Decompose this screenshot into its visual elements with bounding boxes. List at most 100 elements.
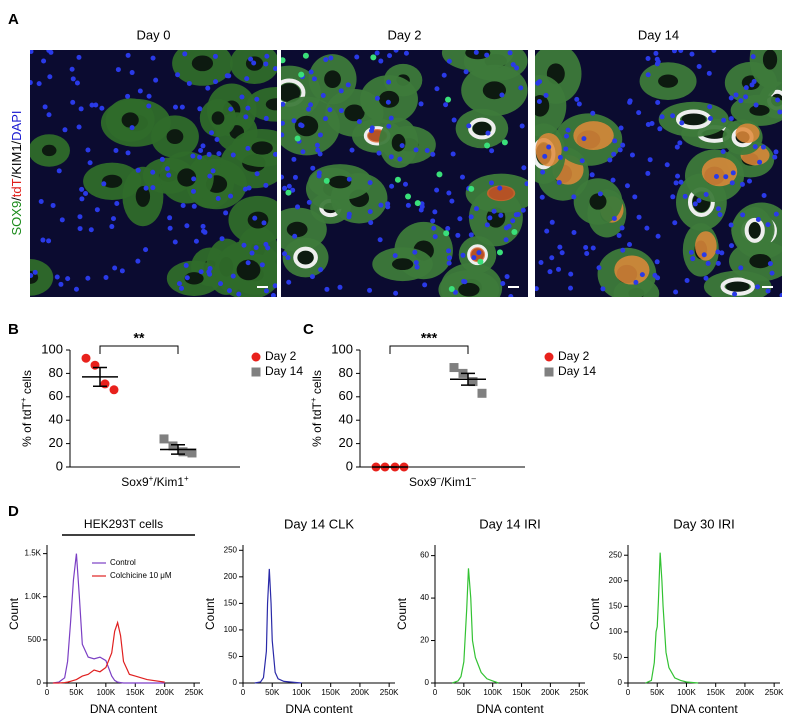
legend-label: Day 2 [558,349,590,363]
nucleus [624,183,630,189]
nucleus [451,117,457,123]
point [187,448,197,458]
nucleus [368,220,374,226]
tubule [246,87,277,122]
sox9-nucleus [298,71,305,78]
y-tick-label: 0 [425,678,430,687]
x-tick-label: 200K [736,688,755,697]
nucleus [610,177,616,183]
nucleus [311,76,317,82]
nucleus [186,80,192,86]
nucleus [176,281,182,287]
nucleus [135,258,141,264]
x-axis-label-part: /Kim1 [153,475,184,489]
nucleus [571,194,577,200]
lumen [465,50,491,60]
nucleus [292,174,298,180]
nucleus [506,223,512,229]
stain-label-part: SOX9 [9,201,24,236]
nucleus [729,180,735,186]
nucleus [535,286,539,292]
x-axis-label-part: Sox9 [409,475,437,489]
nucleus [150,185,156,191]
nucleus [664,162,670,168]
lumen [749,253,772,269]
sox9-nucleus [484,142,491,149]
nucleus [58,281,64,287]
y-tick-label: 60 [49,388,63,403]
nucleus [538,260,544,266]
nucleus [484,222,490,228]
nucleus [518,85,524,91]
nucleus [251,60,257,66]
nucleus [499,92,505,98]
error-bar [461,372,475,386]
lumen [265,98,277,111]
nucleus [721,117,727,123]
nucleus [378,58,384,64]
nucleus [369,128,375,134]
nucleus [755,216,761,222]
nucleus [559,250,565,256]
y-tick-label: 0 [56,458,63,473]
sox9-nucleus [285,189,292,196]
nucleus [113,148,119,154]
nucleus [65,276,71,282]
nucleus [579,158,585,164]
nucleus [773,149,779,155]
nucleus [556,266,562,272]
nucleus [263,115,269,121]
y-tick-label: 0 [37,678,42,687]
x-tick-label: 100K [292,688,311,697]
x-tick-label: 50K [650,688,665,697]
nucleus [167,225,173,231]
nucleus [672,220,678,226]
nucleus [743,85,749,91]
point [109,385,119,395]
nucleus [167,215,173,221]
nucleus [510,218,516,224]
lumen [658,74,679,88]
nucleus [414,264,420,270]
legend-marker [251,352,261,362]
kim1-ring [293,246,318,269]
nucleus [377,237,383,243]
sox9-nucleus [445,96,452,103]
nucleus [413,147,419,153]
nucleus [172,104,178,110]
nucleus [308,69,314,75]
x-axis-label: DNA content [90,702,158,716]
nucleus [677,140,683,146]
y-tick-label: 0 [618,678,623,687]
histogram-line [52,620,165,684]
nucleus [159,156,165,162]
legend-marker [544,367,554,377]
nucleus [654,61,660,67]
nucleus [728,116,734,122]
nucleus [607,157,613,163]
y-tick-label: 100 [41,341,63,356]
y-axis-label: Count [588,597,602,630]
nucleus [590,245,596,251]
nucleus [183,262,189,268]
nucleus [50,202,56,208]
nucleus [207,173,213,179]
sox9-nucleus [394,176,401,183]
nucleus [636,214,642,220]
nucleus [723,174,729,180]
y-tick-label: 60 [420,551,429,560]
nucleus [245,260,251,266]
nucleus [228,106,234,112]
nucleus [675,173,681,179]
nucleus [212,53,218,59]
nucleus [337,284,343,290]
nucleus [323,57,329,63]
nucleus [521,165,527,171]
nucleus [557,154,563,160]
micrograph-content [30,50,277,297]
nucleus [367,209,373,215]
nucleus [215,195,221,201]
nucleus [385,99,391,105]
nucleus [432,234,438,240]
sox9-nucleus [448,286,455,293]
